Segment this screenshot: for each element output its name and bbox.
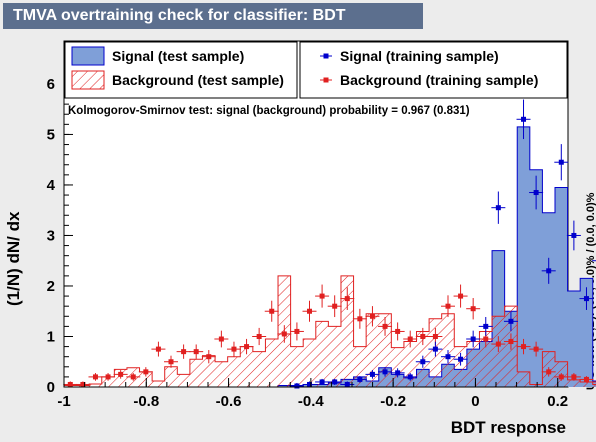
x-tick-label: -0.4	[298, 393, 325, 410]
background-training-point	[264, 300, 279, 322]
y-tick-label: 3	[47, 227, 55, 244]
background-training-point	[201, 350, 216, 364]
background-training-point	[403, 330, 418, 348]
background-training-point	[340, 287, 355, 310]
background-training-point	[63, 381, 78, 387]
background-training-point	[164, 355, 179, 368]
signal-training-point	[327, 378, 342, 385]
background-training-point	[440, 295, 455, 318]
signal-training-point	[529, 175, 544, 210]
signal-training-point	[352, 376, 367, 383]
background-training-point	[516, 338, 531, 355]
x-tick-label: -0.2	[380, 393, 406, 410]
background-training-point	[327, 295, 342, 318]
background-training-point	[378, 316, 393, 336]
background-training-point	[226, 341, 241, 357]
background-training-point	[176, 344, 191, 359]
legend-background-training-marker	[320, 77, 332, 83]
legend-box-training	[299, 41, 568, 99]
y-tick-label: 6	[47, 76, 55, 93]
signal-training-point	[566, 220, 581, 251]
legend-entry-label: Background (test sample)	[112, 72, 284, 88]
background-training-point	[88, 373, 103, 381]
background-training-point	[365, 306, 380, 327]
signal-training-point	[491, 191, 506, 224]
x-tick-label: 0	[471, 393, 479, 410]
signal-training-point	[592, 260, 596, 262]
legend-entry-label: Signal (test sample)	[112, 48, 244, 64]
signal-training-point	[390, 368, 405, 378]
signal-training-point	[579, 287, 594, 310]
y-tick-label: 1	[47, 328, 55, 345]
legend-background-test-swatch	[71, 70, 105, 90]
signal-training-point	[365, 370, 380, 379]
signal-training-point	[403, 373, 418, 381]
background-training-point	[466, 298, 481, 320]
background-training-point	[503, 333, 518, 350]
background-training-point	[126, 373, 141, 381]
chart-title: TMVA overtraining check for classifier: …	[3, 3, 423, 29]
background-training-point	[315, 284, 330, 308]
background-training-point	[113, 370, 128, 379]
y-tick-label: 0	[47, 379, 55, 396]
x-axis-label: BDT response	[450, 418, 566, 437]
x-tick-label: -0.8	[133, 393, 159, 410]
background-training-point	[289, 322, 304, 341]
background-training-point	[138, 367, 153, 377]
signal-training-point	[554, 144, 569, 181]
signal-training-point	[466, 330, 481, 348]
signal-training-point	[503, 311, 518, 332]
signal-training-point	[428, 341, 443, 357]
background-training-point	[554, 373, 569, 381]
background-training-point	[579, 376, 594, 383]
ks-test-annotation: Kolmogorov-Smirnov test: signal (backgro…	[68, 105, 470, 117]
legend-entry-label: Signal (training sample)	[340, 48, 499, 64]
background-training-point	[214, 330, 229, 348]
signal-training-point	[378, 367, 393, 377]
background-training-point	[541, 367, 556, 377]
y-tick-label: 2	[47, 278, 55, 295]
background-training-point	[151, 341, 166, 357]
background-training-point	[239, 338, 254, 355]
signal-training-point	[415, 355, 430, 368]
signal-training-point	[516, 99, 531, 140]
background-training-point	[390, 322, 405, 341]
y-tick-label: 5	[47, 126, 55, 143]
background-training-point	[453, 284, 468, 308]
signal-training-point	[478, 316, 493, 336]
signal-training-point	[453, 352, 468, 366]
background-training-point	[189, 344, 204, 359]
background-training-point	[277, 325, 292, 343]
background-training-point	[75, 381, 90, 387]
legend-entry-label: Background (training sample)	[340, 72, 538, 88]
signal-training-point	[302, 381, 317, 387]
y-tick-label: 4	[47, 177, 56, 194]
background-training-point	[592, 381, 596, 383]
background-training-point	[352, 308, 367, 329]
background-training-point	[566, 373, 581, 381]
background-training-point	[252, 327, 267, 346]
background-training-point	[415, 327, 430, 346]
signal-training-point	[315, 378, 330, 385]
x-tick-label: -1	[57, 393, 70, 410]
legend-signal-test-swatch	[71, 46, 105, 66]
x-tick-label: -0.6	[216, 393, 242, 410]
background-training-point	[529, 341, 544, 357]
signal-training-point	[541, 257, 556, 284]
legend-signal-training-marker	[320, 53, 332, 59]
background-training-point	[302, 300, 317, 322]
signal-training-point	[440, 350, 455, 364]
background-training-point	[101, 373, 116, 381]
x-tick-label: 0.2	[547, 393, 568, 410]
background-training-point	[491, 336, 506, 352]
signal-training-point	[289, 382, 304, 389]
